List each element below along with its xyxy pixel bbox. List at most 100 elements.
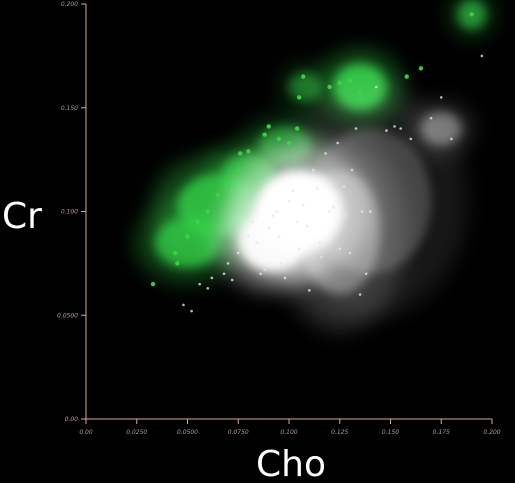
white-data-point (255, 241, 258, 244)
x-tick-label: 0.200 (483, 429, 500, 436)
white-data-point (297, 247, 301, 251)
white-data-point (182, 303, 185, 307)
white-data-point (344, 214, 348, 217)
green-data-point (294, 126, 300, 131)
x-tick-label: 0.125 (331, 429, 348, 436)
green-data-point (205, 209, 210, 214)
green-data-point (246, 149, 251, 154)
white-data-point (259, 272, 262, 276)
green-data-point (195, 219, 200, 225)
green-data-point (347, 78, 353, 83)
density-cloud-core (289, 72, 322, 102)
y-tick-label: 0.150 (61, 105, 78, 112)
white-data-point (450, 137, 453, 141)
green-data-point (185, 234, 190, 239)
white-data-point (226, 262, 230, 265)
white-data-point (364, 272, 368, 276)
white-data-point (429, 116, 433, 120)
green-data-point (327, 84, 332, 90)
x-tick-label: 0.0250 (126, 429, 147, 436)
white-data-point (368, 210, 372, 213)
x-tick-label: 0.00 (79, 429, 93, 436)
white-data-point (271, 214, 275, 217)
white-data-point (328, 210, 331, 213)
white-data-point (393, 125, 396, 128)
y-axis-title: Cr (2, 196, 42, 237)
white-data-point (263, 268, 266, 271)
white-data-point (267, 226, 271, 230)
y-tick-label: 0.200 (61, 1, 78, 8)
white-data-point (338, 247, 342, 251)
green-data-point (236, 167, 241, 173)
white-data-point (287, 199, 291, 203)
white-data-point (336, 141, 340, 145)
white-data-point (358, 293, 362, 296)
green-data-point (262, 132, 267, 137)
green-data-point (301, 74, 306, 79)
green-data-point (266, 124, 271, 129)
white-data-point (206, 286, 210, 290)
white-data-point (190, 309, 193, 313)
white-data-point (295, 220, 299, 224)
green-data-point (469, 12, 474, 17)
green-data-point (296, 95, 302, 100)
white-data-point (480, 54, 484, 58)
white-data-point (301, 203, 305, 207)
white-data-point (283, 276, 287, 280)
white-data-point (305, 224, 309, 228)
white-data-point (277, 235, 281, 238)
white-data-point (222, 272, 226, 276)
white-data-point (374, 85, 378, 89)
x-tick-label: 0.100 (280, 429, 297, 436)
green-data-point (418, 66, 424, 71)
white-data-point (308, 289, 311, 292)
white-data-point (279, 262, 283, 265)
green-data-point (357, 88, 363, 94)
green-data-point (225, 182, 231, 187)
white-data-point (316, 187, 319, 190)
green-data-point (150, 281, 156, 287)
white-data-point (318, 241, 321, 244)
white-data-point (230, 278, 234, 282)
y-tick-label: 0.0500 (57, 312, 78, 319)
white-data-point (399, 127, 402, 130)
white-data-point (409, 137, 413, 141)
white-data-point (348, 251, 352, 255)
white-data-point (291, 189, 295, 193)
density-cloud-core (309, 128, 432, 274)
x-axis-title: Cho (256, 444, 326, 483)
white-data-point (210, 276, 214, 280)
white-data-point (243, 247, 246, 251)
green-data-point (175, 261, 180, 266)
axes: 0.00 0.0250 0.0500 0.0750 0.100 0.125 0.150 0.1… (57, 1, 501, 436)
x-tick-label: 0.150 (382, 429, 399, 436)
white-data-point (320, 255, 323, 259)
white-data-point (385, 129, 388, 132)
white-data-point (360, 210, 364, 213)
y-tick-label: 0.100 (61, 209, 78, 216)
density-cloud-core (420, 111, 462, 146)
green-data-point (276, 136, 282, 142)
x-tick-label: 0.0750 (228, 429, 249, 436)
white-data-point (251, 220, 254, 224)
white-data-point (312, 168, 315, 172)
green-data-point (238, 151, 243, 156)
green-data-point (215, 192, 221, 198)
density-clouds (135, 0, 495, 332)
green-data-point (404, 74, 409, 79)
white-data-point (198, 282, 201, 286)
white-data-point (354, 127, 358, 130)
y-tick-label: 0.00 (65, 416, 79, 423)
white-data-point (439, 96, 443, 99)
white-data-point (275, 210, 279, 213)
white-data-point (247, 235, 250, 238)
white-data-point (324, 152, 327, 155)
x-tick-label: 0.0500 (177, 429, 198, 436)
green-data-point (337, 80, 342, 86)
white-data-point (332, 206, 335, 209)
green-data-point (173, 250, 178, 256)
data-points (150, 12, 484, 313)
x-tick-label: 0.175 (433, 429, 450, 436)
white-data-point (350, 168, 354, 172)
